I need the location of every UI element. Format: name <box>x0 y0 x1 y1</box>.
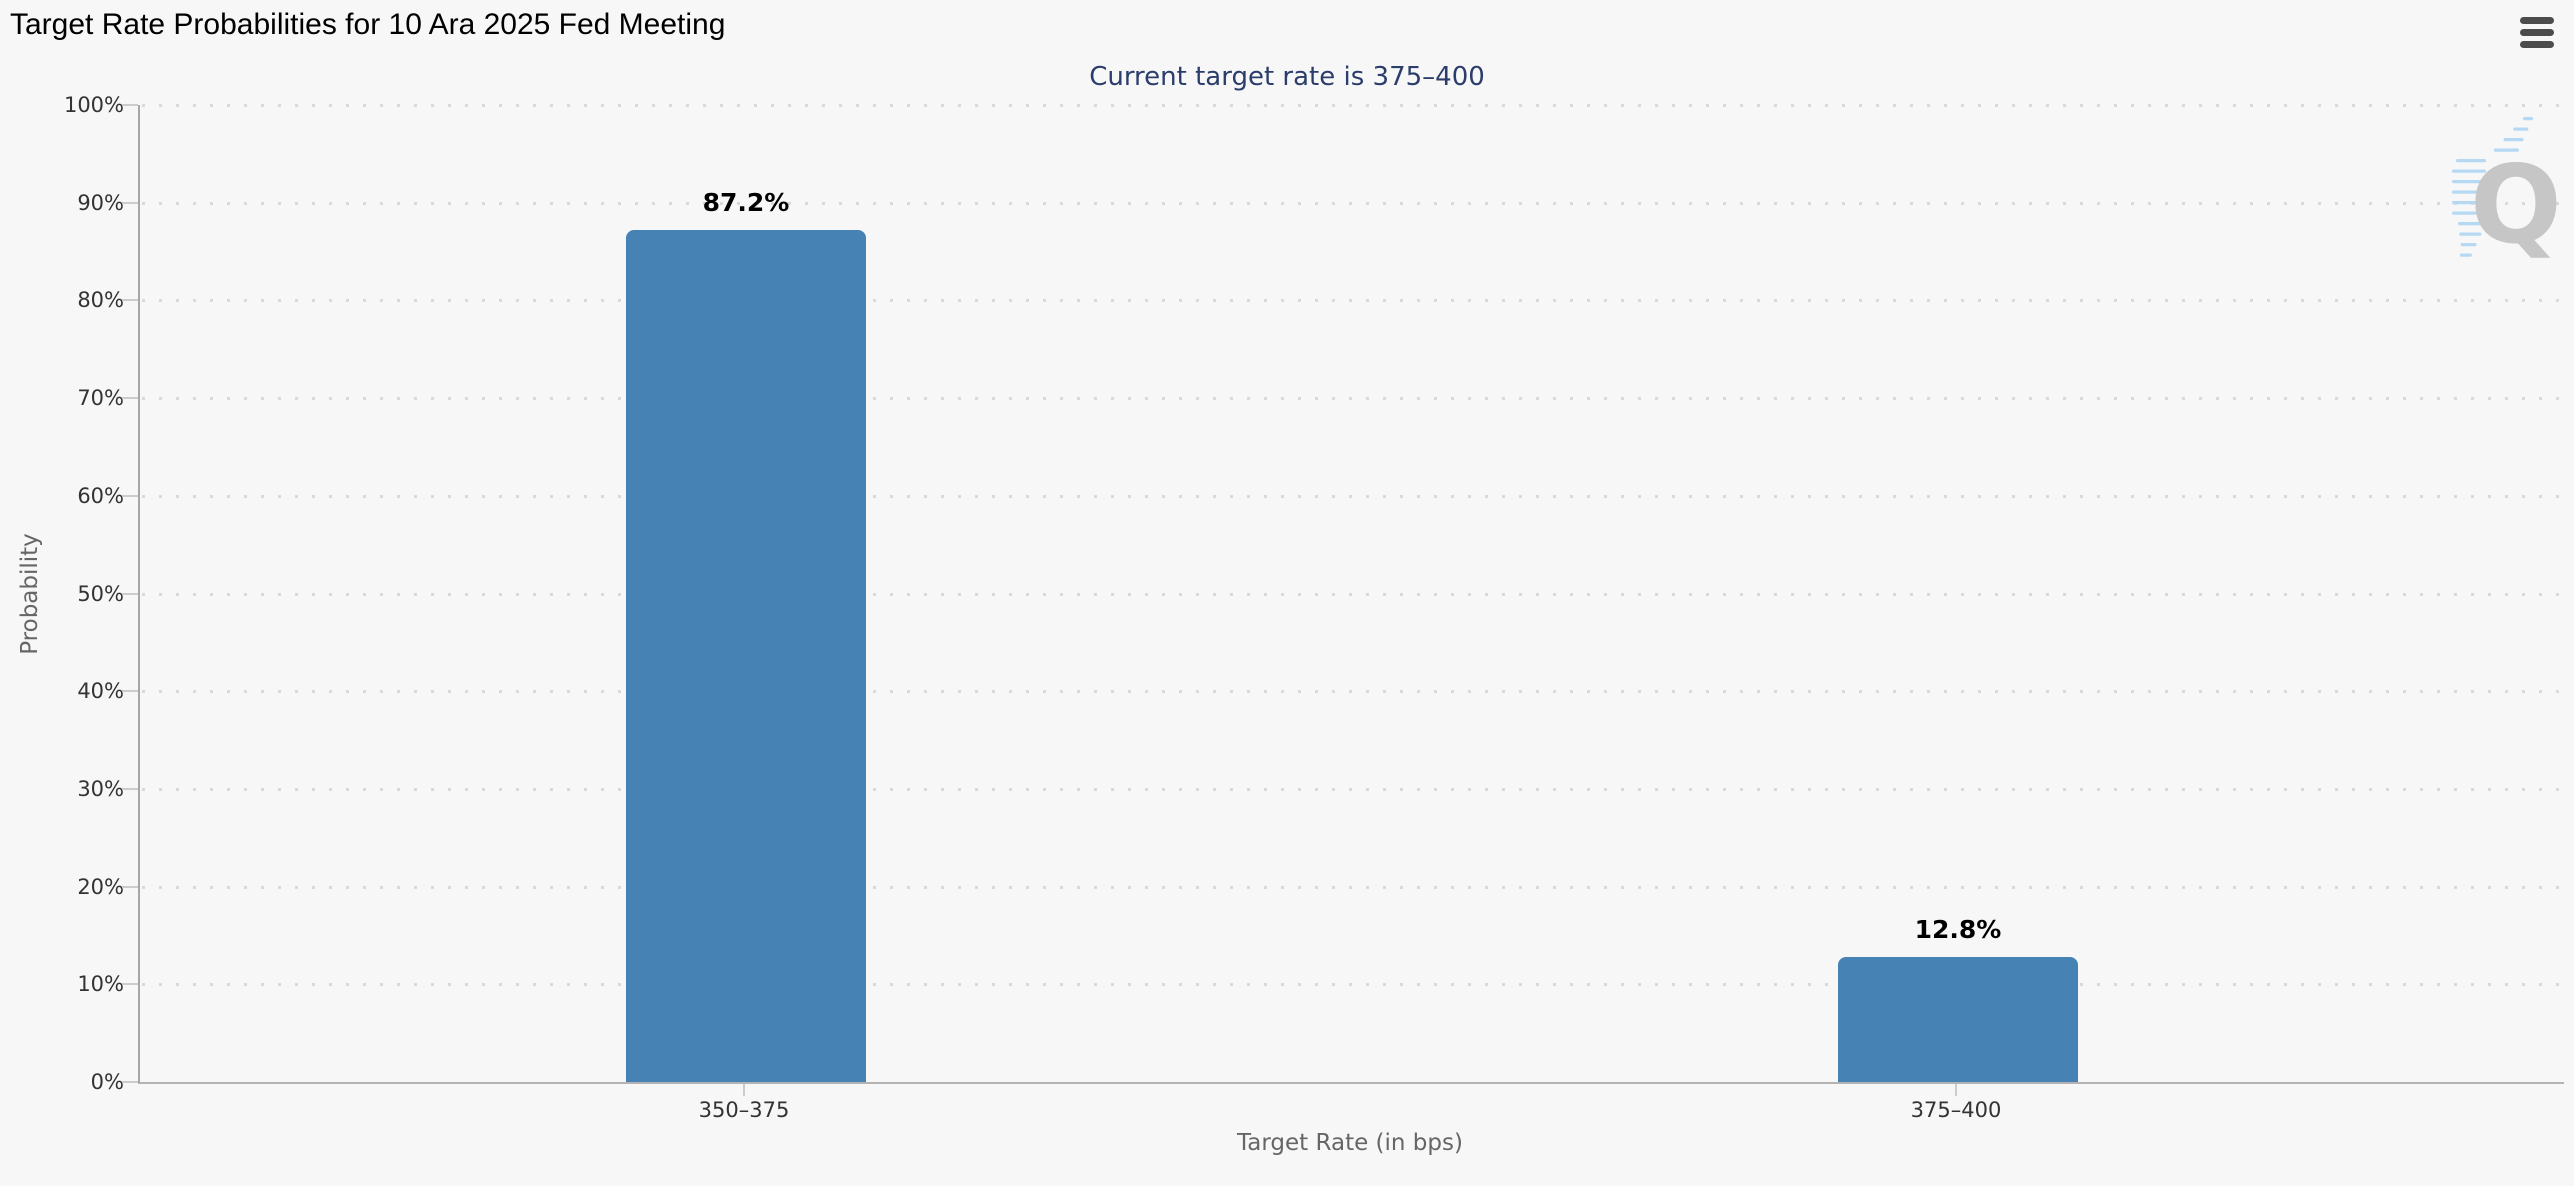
chart-subtitle: Current target rate is 375–400 <box>1089 62 1485 92</box>
watermark-dash <box>2513 127 2529 131</box>
y-tick-mark <box>122 690 138 693</box>
watermark-dash <box>2452 190 2486 194</box>
y-gridline <box>142 885 2564 889</box>
bar-value-label: 87.2% <box>702 188 790 218</box>
hamburger-menu-icon[interactable] <box>2520 17 2554 48</box>
y-tick-mark <box>122 1081 138 1083</box>
hamburger-bar <box>2520 41 2554 48</box>
y-gridline <box>142 690 2564 694</box>
watermark-dash <box>2459 232 2482 236</box>
y-gridline <box>142 592 2564 596</box>
y-tick-label: 30% <box>77 776 124 801</box>
watermark-dash <box>2452 180 2486 184</box>
y-gridline <box>142 104 2564 107</box>
y-tick-mark <box>122 201 138 204</box>
watermark-dash <box>2459 253 2472 257</box>
y-gridline <box>142 494 2564 498</box>
y-tick-label: 50% <box>77 581 124 606</box>
y-tick-label: 80% <box>77 288 124 313</box>
y-gridline <box>142 201 2564 205</box>
watermark-dash <box>2452 201 2486 205</box>
watermark-dash <box>2456 159 2486 163</box>
x-tick-label: 375–400 <box>1910 1098 2002 1122</box>
y-tick-label: 90% <box>77 190 124 215</box>
hamburger-bar <box>2520 29 2554 36</box>
watermark-dash <box>2458 222 2486 226</box>
watermark-dash <box>2503 138 2524 142</box>
watermark-letter: Q <box>2470 143 2562 268</box>
y-tick-mark <box>122 299 138 302</box>
watermark-dash <box>2452 169 2486 173</box>
y-tick-label: 70% <box>77 386 124 411</box>
y-gridline <box>142 397 2564 401</box>
plot-area: 87.2% 12.8% <box>138 104 2564 1084</box>
x-axis-title: Target Rate (in bps) <box>1237 1130 1463 1156</box>
x-tick-mark <box>1955 1084 1957 1096</box>
y-gridline <box>142 983 2564 987</box>
y-tick-label: 100% <box>63 93 124 117</box>
y-tick-label: 40% <box>77 679 124 704</box>
y-tick-mark <box>122 397 138 400</box>
x-tick-mark <box>743 1084 745 1096</box>
y-tick-mark <box>122 787 138 790</box>
bar-value-label: 12.8% <box>1914 914 2002 944</box>
x-tick-label: 350–375 <box>698 1098 790 1122</box>
bar-375–400[interactable] <box>1838 956 2078 1082</box>
watermark-dash <box>2523 117 2533 121</box>
y-tick-label: 10% <box>77 972 124 997</box>
y-gridline <box>142 299 2564 303</box>
y-tick-mark <box>122 494 138 497</box>
hamburger-bar <box>2520 17 2554 24</box>
y-tick-label: 20% <box>77 874 124 899</box>
y-tick-mark <box>122 983 138 986</box>
y-tick-label: 60% <box>77 483 124 508</box>
page-title: Target Rate Probabilities for 10 Ara 202… <box>10 8 726 41</box>
watermark-dash <box>2493 148 2519 152</box>
bar-350–375[interactable] <box>626 230 866 1082</box>
y-gridline <box>142 787 2564 791</box>
y-tick-mark <box>122 592 138 595</box>
y-tick-label: 0% <box>90 1070 124 1094</box>
watermark-dash <box>2460 243 2477 247</box>
quandl-watermark-logo: Q <box>2452 117 2562 268</box>
y-tick-mark <box>122 885 138 888</box>
watermark-dash <box>2452 211 2486 215</box>
y-tick-mark <box>122 104 138 106</box>
